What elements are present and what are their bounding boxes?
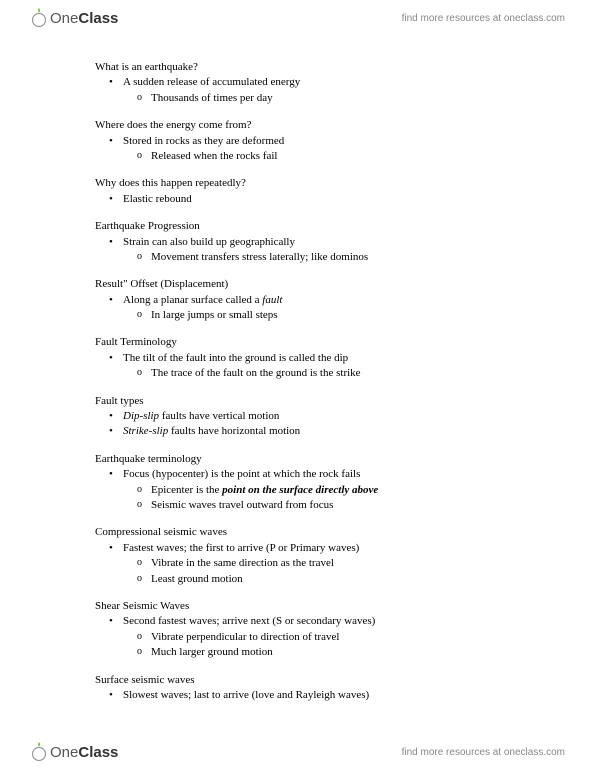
sub-list: The trace of the fault on the ground is … <box>123 366 500 381</box>
bullet-list: Strain can also build up geographicallyM… <box>95 235 500 266</box>
list-item: Elastic rebound <box>123 192 500 207</box>
sub-list-item: The trace of the fault on the ground is … <box>151 366 500 381</box>
section: Compressional seismic wavesFastest waves… <box>95 525 500 587</box>
sub-list-item: Vibrate perpendicular to direction of tr… <box>151 630 500 645</box>
footer-tagline[interactable]: find more resources at oneclass.com <box>402 747 565 758</box>
sub-list-item: In large jumps or small steps <box>151 308 500 323</box>
section-title: Fault Terminology <box>95 335 500 350</box>
section-title: Fault types <box>95 394 500 409</box>
list-item: Strain can also build up geographicallyM… <box>123 235 500 266</box>
brand-logo: OneClass <box>30 8 118 28</box>
section: What is an earthquake?A sudden release o… <box>95 60 500 106</box>
sub-list: Epicenter is the point on the surface di… <box>123 483 500 514</box>
sub-list: Movement transfers stress laterally; lik… <box>123 250 500 265</box>
list-item: Stored in rocks as they are deformedRele… <box>123 134 500 165</box>
sub-list: Vibrate perpendicular to direction of tr… <box>123 630 500 661</box>
sub-list: Vibrate in the same direction as the tra… <box>123 556 500 587</box>
list-item: Second fastest waves; arrive next (S or … <box>123 614 500 660</box>
bullet-list: A sudden release of accumulated energyTh… <box>95 75 500 106</box>
section-title: Compressional seismic waves <box>95 525 500 540</box>
page-header: OneClass find more resources at oneclass… <box>0 0 595 36</box>
header-tagline[interactable]: find more resources at oneclass.com <box>402 13 565 24</box>
section: Shear Seismic WavesSecond fastest waves;… <box>95 599 500 661</box>
sub-list-item: Released when the rocks fail <box>151 149 500 164</box>
section: Where does the energy come from?Stored i… <box>95 118 500 164</box>
sub-list: Released when the rocks fail <box>123 149 500 164</box>
section-title: Where does the energy come from? <box>95 118 500 133</box>
section: Result" Offset (Displacement)Along a pla… <box>95 277 500 323</box>
list-item: Along a planar surface called a faultIn … <box>123 293 500 324</box>
leaf-icon <box>30 8 48 28</box>
bullet-list: Focus (hypocenter) is the point at which… <box>95 467 500 513</box>
bullet-list: Fastest waves; the first to arrive (P or… <box>95 541 500 587</box>
brand-text: OneClass <box>50 744 118 761</box>
list-item: Dip-slip faults have vertical motion <box>123 409 500 424</box>
bullet-list: The tilt of the fault into the ground is… <box>95 351 500 382</box>
section: Surface seismic wavesSlowest waves; last… <box>95 673 500 704</box>
sub-list-item: Thousands of times per day <box>151 91 500 106</box>
list-item: Slowest waves; last to arrive (love and … <box>123 688 500 703</box>
page-footer: OneClass find more resources at oneclass… <box>0 734 595 770</box>
list-item: The tilt of the fault into the ground is… <box>123 351 500 382</box>
bullet-list: Stored in rocks as they are deformedRele… <box>95 134 500 165</box>
section: Earthquake terminologyFocus (hypocenter)… <box>95 452 500 514</box>
sub-list: In large jumps or small steps <box>123 308 500 323</box>
sub-list-item: Movement transfers stress laterally; lik… <box>151 250 500 265</box>
section: Why does this happen repeatedly?Elastic … <box>95 176 500 207</box>
bullet-list: Second fastest waves; arrive next (S or … <box>95 614 500 660</box>
list-item: Fastest waves; the first to arrive (P or… <box>123 541 500 587</box>
brand-text: OneClass <box>50 10 118 27</box>
section-title: Earthquake Progression <box>95 219 500 234</box>
bullet-list: Along a planar surface called a faultIn … <box>95 293 500 324</box>
section: Fault TerminologyThe tilt of the fault i… <box>95 335 500 381</box>
list-item: A sudden release of accumulated energyTh… <box>123 75 500 106</box>
section: Earthquake ProgressionStrain can also bu… <box>95 219 500 265</box>
sub-list-item: Vibrate in the same direction as the tra… <box>151 556 500 571</box>
section-title: What is an earthquake? <box>95 60 500 75</box>
leaf-icon <box>30 742 48 762</box>
document-content: What is an earthquake?A sudden release o… <box>0 0 595 765</box>
sub-list: Thousands of times per day <box>123 91 500 106</box>
list-item: Strike-slip faults have horizontal motio… <box>123 424 500 439</box>
sub-list-item: Epicenter is the point on the surface di… <box>151 483 500 498</box>
list-item: Focus (hypocenter) is the point at which… <box>123 467 500 513</box>
bullet-list: Elastic rebound <box>95 192 500 207</box>
section-title: Result" Offset (Displacement) <box>95 277 500 292</box>
brand-logo-footer: OneClass <box>30 742 118 762</box>
sub-list-item: Seismic waves travel outward from focus <box>151 498 500 513</box>
section-title: Earthquake terminology <box>95 452 500 467</box>
section: Fault typesDip-slip faults have vertical… <box>95 394 500 440</box>
bullet-list: Slowest waves; last to arrive (love and … <box>95 688 500 703</box>
section-title: Surface seismic waves <box>95 673 500 688</box>
sub-list-item: Much larger ground motion <box>151 645 500 660</box>
bullet-list: Dip-slip faults have vertical motionStri… <box>95 409 500 440</box>
section-title: Why does this happen repeatedly? <box>95 176 500 191</box>
sub-list-item: Least ground motion <box>151 572 500 587</box>
section-title: Shear Seismic Waves <box>95 599 500 614</box>
